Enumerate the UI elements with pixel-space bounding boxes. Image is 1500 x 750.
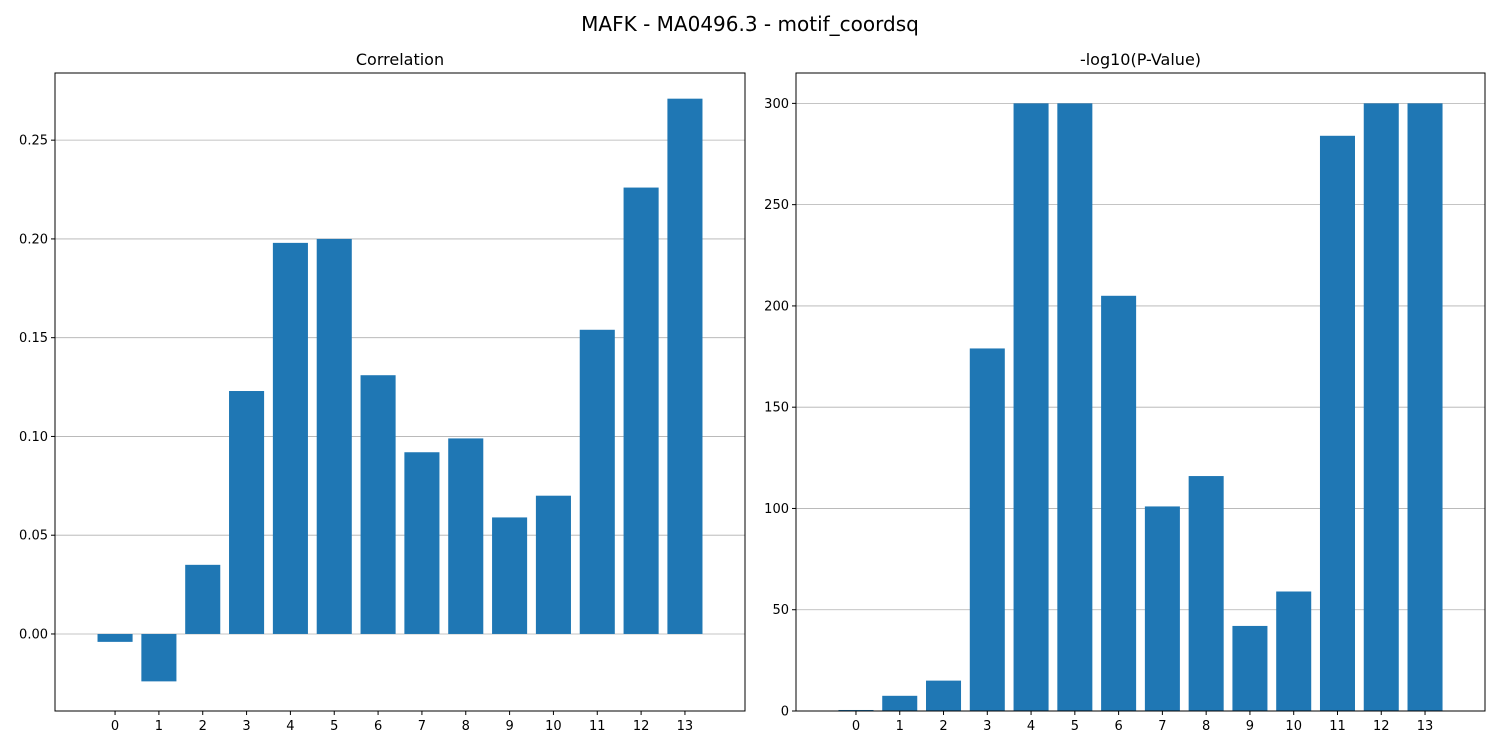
correlation-xtick-label: 9	[505, 719, 513, 734]
correlation-bar-7	[404, 452, 440, 634]
pvalue-bar-6	[1101, 295, 1137, 711]
correlation-bar-1	[141, 633, 177, 682]
correlation-bar-12	[623, 187, 659, 634]
pvalue-xtick-label: 0	[852, 719, 860, 734]
pvalue-title: -log10(P-Value)	[1080, 50, 1201, 69]
pvalue-xtick-label: 5	[1071, 719, 1079, 734]
correlation-xtick-label: 0	[111, 719, 119, 734]
correlation-bar-6	[360, 375, 396, 634]
pvalue-ytick-label: 250	[764, 198, 789, 213]
correlation-bar-10	[535, 495, 571, 634]
correlation-ytick-label: 0.10	[19, 430, 48, 445]
pvalue-bar-7	[1144, 506, 1180, 711]
pvalue-axes-frame	[795, 72, 1486, 712]
pvalue-xtick-label: 13	[1417, 719, 1434, 734]
correlation-ytick-label: 0.20	[19, 232, 48, 247]
correlation-bar-3	[229, 391, 265, 634]
correlation-xtick-label: 10	[545, 719, 562, 734]
correlation-panel: 0.000.050.100.150.200.250 1 2 3 4 5 6 7 8 9 10 11 12…	[19, 50, 746, 734]
pvalue-bar-12	[1363, 103, 1399, 711]
pvalue-xtick-label: 9	[1246, 719, 1254, 734]
correlation-xtick-label: 1	[155, 719, 163, 734]
correlation-ytick-label: 0.05	[19, 529, 48, 544]
correlation-bar-2	[185, 564, 221, 634]
correlation-xtick-label: 4	[286, 719, 294, 734]
pvalue-bar-10	[1276, 591, 1312, 711]
pvalue-ytick-label: 50	[772, 603, 789, 618]
pvalue-bar-8	[1188, 476, 1224, 711]
correlation-axes-frame	[54, 72, 746, 712]
pvalue-bar-1	[882, 695, 918, 711]
pvalue-bar-2	[926, 680, 962, 711]
correlation-bar-4	[272, 242, 308, 634]
pvalue-xtick-label: 12	[1373, 719, 1390, 734]
pvalue-xtick-label: 4	[1027, 719, 1035, 734]
pvalue-xtick-label: 2	[939, 719, 947, 734]
correlation-xtick-label: 6	[374, 719, 382, 734]
correlation-title: Correlation	[356, 50, 444, 69]
correlation-bar-13	[667, 98, 703, 634]
pvalue-ytick-label: 0	[781, 705, 789, 720]
pvalue-xtick-label: 1	[896, 719, 904, 734]
correlation-bar-9	[492, 517, 528, 634]
pvalue-ytick-label: 200	[764, 299, 789, 314]
pvalue-xtick-label: 6	[1114, 719, 1122, 734]
pvalue-xtick-label: 8	[1202, 719, 1210, 734]
correlation-xtick-label: 7	[418, 719, 426, 734]
correlation-bar-0	[97, 633, 133, 642]
pvalue-bar-9	[1232, 625, 1268, 711]
pvalue-bar-5	[1057, 103, 1093, 711]
correlation-bar-8	[448, 438, 484, 634]
pvalue-xtick-label: 7	[1158, 719, 1166, 734]
pvalue-ytick-label: 300	[764, 97, 789, 112]
correlation-xtick-label: 5	[330, 719, 338, 734]
pvalue-bar-4	[1013, 103, 1049, 711]
correlation-ytick-label: 0.25	[19, 134, 48, 149]
correlation-ytick-label: 0.15	[19, 331, 48, 346]
figure-title: MAFK - MA0496.3 - motif_coordsq	[581, 12, 919, 36]
correlation-xtick-label: 2	[199, 719, 207, 734]
correlation-xtick-label: 3	[242, 719, 250, 734]
pvalue-xtick-label: 3	[983, 719, 991, 734]
pvalue-ytick-label: 150	[764, 401, 789, 416]
correlation-xtick-label: 11	[589, 719, 606, 734]
correlation-bar-11	[579, 329, 615, 634]
correlation-bar-5	[316, 238, 352, 634]
pvalue-bar-11	[1319, 135, 1355, 712]
correlation-ytick-label: 0.00	[19, 627, 48, 642]
correlation-xtick-label: 12	[633, 719, 650, 734]
pvalue-xtick-label: 11	[1329, 719, 1346, 734]
correlation-xtick-label: 8	[462, 719, 470, 734]
pvalue-ytick-label: 100	[764, 502, 789, 517]
pvalue-bar-3	[969, 348, 1005, 711]
pvalue-xtick-label: 10	[1285, 719, 1302, 734]
pvalue-bar-13	[1407, 103, 1443, 711]
correlation-xtick-label: 13	[677, 719, 694, 734]
pvalue-bar-0	[838, 709, 874, 711]
